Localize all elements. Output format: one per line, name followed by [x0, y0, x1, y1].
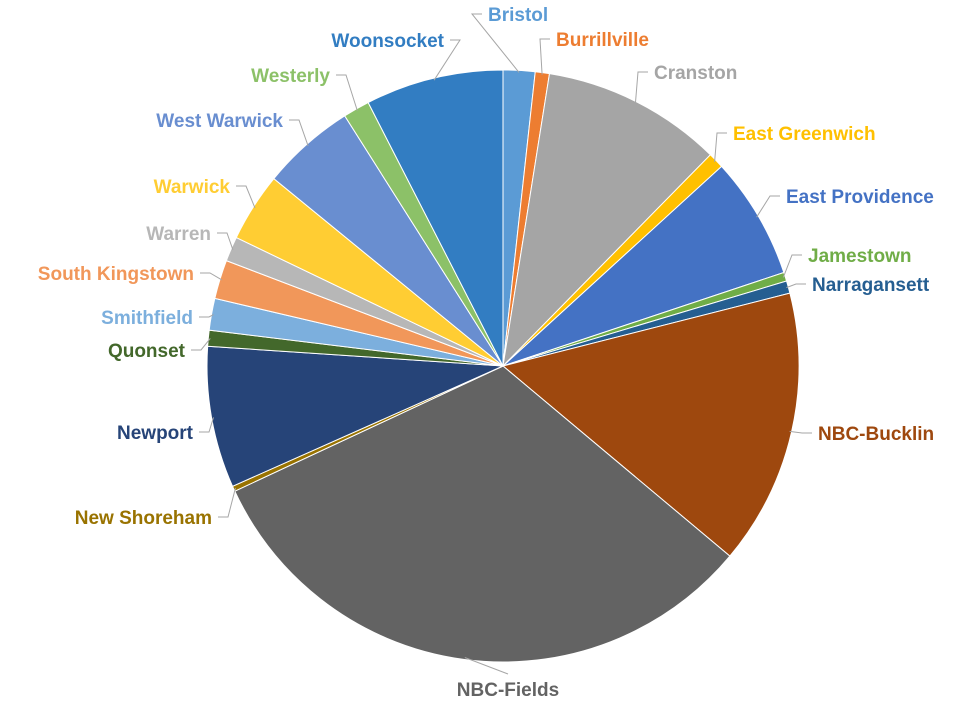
- pie-label-warwick: Warwick: [154, 177, 231, 198]
- leader-line-woonsocket: [433, 39, 461, 81]
- pie-label-nbc-bucklin: NBC-Bucklin: [818, 424, 934, 445]
- leader-line-east-providence: [756, 195, 780, 218]
- pie-label-south-kingstown: South Kingstown: [38, 264, 194, 285]
- pie-slice-woonsocket: [367, 69, 504, 367]
- leader-line-warren: [217, 232, 234, 250]
- pie-label-nbc-fields: NBC-Fields: [457, 680, 559, 701]
- leader-line-west-warwick: [289, 119, 309, 147]
- pie-label-westerly: Westerly: [251, 66, 330, 87]
- pie-slice-nbc-fields: [234, 365, 731, 663]
- leader-line-bristol: [470, 13, 520, 73]
- pie-label-smithfield: Smithfield: [101, 308, 193, 329]
- pie-label-new-shoreham: New Shoreham: [75, 508, 212, 529]
- leader-line-jamestown: [782, 254, 802, 278]
- pie-label-cranston: Cranston: [654, 63, 737, 84]
- leader-line-new-shoreham: [218, 487, 236, 518]
- leader-line-east-greenwich: [714, 132, 727, 162]
- leader-line-burrillville: [539, 38, 550, 75]
- leader-line-newport: [199, 417, 214, 433]
- pie-slices: [206, 69, 800, 663]
- leader-line-narragansett: [786, 283, 806, 289]
- pie-label-quonset: Quonset: [108, 341, 186, 362]
- leader-line-cranston: [634, 71, 648, 104]
- pie-slice-east-providence: [502, 165, 785, 367]
- leader-line-nbc-bucklin: [789, 430, 812, 434]
- leader-line-warwick: [236, 185, 256, 209]
- leader-line-smithfield: [199, 314, 214, 318]
- pie-label-bristol: Bristol: [488, 5, 548, 26]
- leader-line-westerly: [336, 74, 358, 111]
- pie-label-newport: Newport: [117, 423, 194, 444]
- pie-label-west-warwick: West Warwick: [156, 111, 283, 132]
- pie-label-warren: Warren: [146, 224, 211, 245]
- pie-label-narragansett: Narragansett: [812, 275, 930, 296]
- label-leader-lines: [191, 13, 812, 675]
- pie-label-woonsocket: Woonsocket: [331, 31, 444, 52]
- pie-label-east-greenwich: East Greenwich: [733, 124, 876, 145]
- pie-slice-newport: [206, 345, 504, 487]
- leader-line-quonset: [191, 338, 211, 351]
- pie-label-jamestown: Jamestown: [808, 246, 911, 267]
- pie-label-burrillville: Burrillville: [556, 30, 649, 51]
- leader-line-nbc-fields: [464, 657, 509, 675]
- pie-slice-cranston: [502, 73, 712, 368]
- pie-label-east-providence: East Providence: [786, 187, 934, 208]
- leader-line-south-kingstown: [200, 272, 223, 281]
